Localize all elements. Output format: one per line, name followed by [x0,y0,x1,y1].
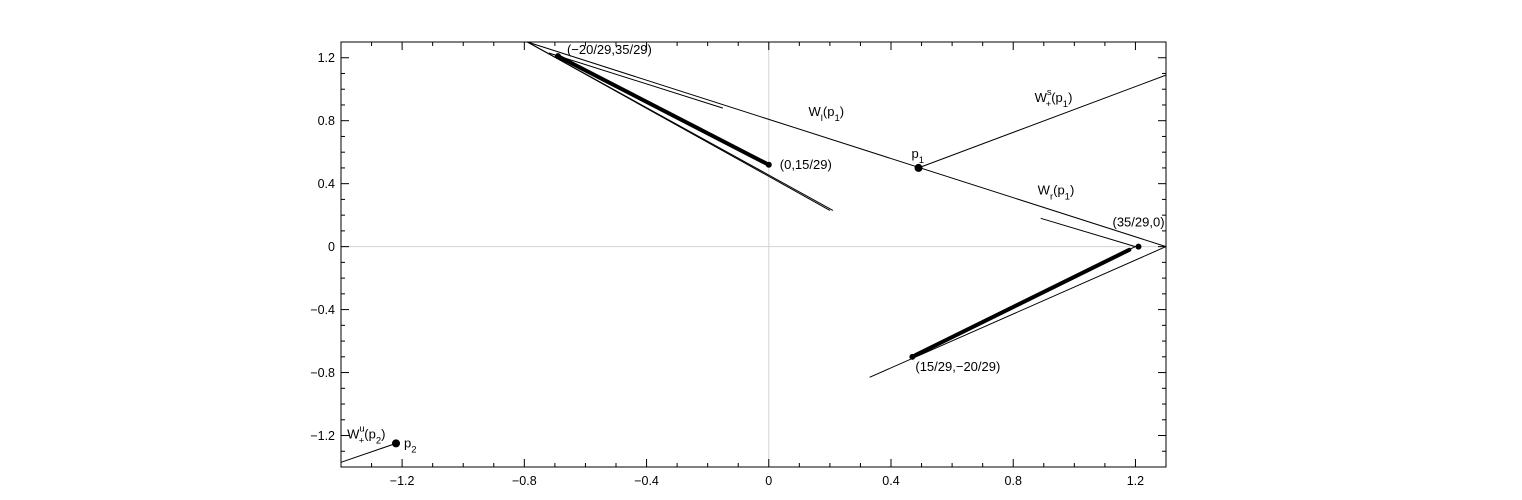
x-tick-label: −1.2 [390,474,415,488]
point-marker [554,53,561,60]
thin-curve-8 [340,442,397,463]
y-tick-label: 0 [328,240,335,254]
x-tick-label: 0 [765,474,772,488]
points [392,53,1142,448]
thick-curve-1 [913,247,1132,358]
y-tick-label: 0.8 [318,114,335,128]
annotation-wl-p1: Wl(p1) [809,104,845,124]
point-label: (0,15/29) [780,157,832,172]
reference-lines [341,42,1166,467]
point-label: (−20/29,35/29) [567,42,652,57]
x-tick-label: 0.4 [882,474,899,488]
x-tick-label: 0.8 [1005,474,1022,488]
thin-curve-7 [1040,217,1136,248]
y-tick-label: 1.2 [318,51,335,65]
annotation-wu-p2: Wu +(p2) [347,424,385,447]
thick-curve-0 [555,54,771,167]
annotation-ws-p1: Ws +(p1) [1035,87,1073,110]
point-label: (15/29,−20/29) [915,359,1000,374]
plot-frame [340,41,1167,468]
thin-curve-1 [918,74,1167,169]
curves [340,41,1167,463]
y-tick-label: 0.4 [318,177,335,191]
x-tick-label: 1.2 [1127,474,1144,488]
point-marker [392,439,400,448]
point-label: p2 [404,435,417,455]
labels: −1.2 −0.8 −0.4 0 0.4 0.8 1.2 1.2 0.8 0.4 0 −0.4 −0.8… [310,42,1164,488]
point-label: (35/29,0) [1113,215,1165,230]
x-tick-label: −0.4 [634,474,659,488]
y-tick-label: −0.8 [310,366,335,380]
point-marker [765,161,772,168]
thin-curve-4 [548,52,724,109]
point-label: p1 [912,146,925,166]
y-tick-label: −0.4 [310,303,335,317]
point-marker [909,353,916,360]
y-tick-label: −1.2 [310,429,335,443]
point-marker [1135,243,1142,250]
thin-curve-3 [527,41,831,211]
ticks [340,41,1167,468]
annotation-wr-p1: Wr(p1) [1038,183,1075,203]
thin-curve-0 [527,41,1167,248]
point-marker [914,163,923,172]
x-tick-label: −0.8 [512,474,537,488]
